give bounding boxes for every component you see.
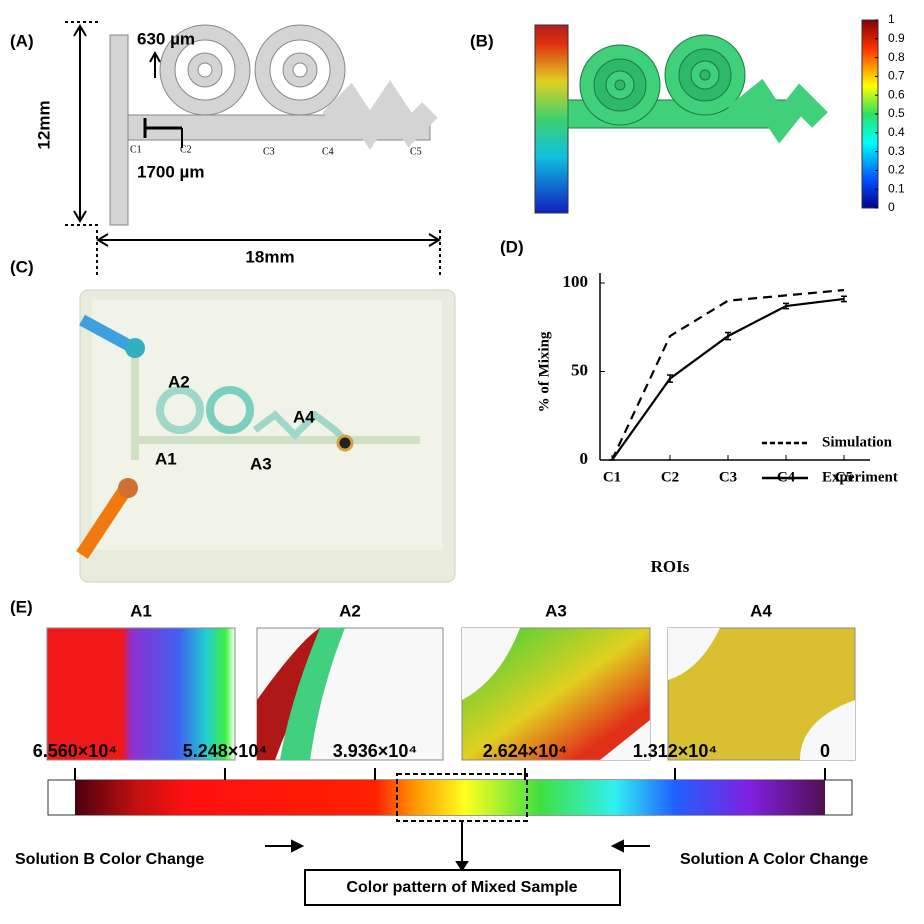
note-box	[304, 869, 621, 906]
colorbar-tick-label: 0.2	[888, 163, 905, 177]
x-tick-label: C5	[835, 469, 853, 485]
scale-tick-label: 0	[820, 741, 830, 761]
dimension: 18mm	[245, 247, 294, 266]
colorbar-tick-label: 0.6	[888, 87, 905, 101]
roi-label: C1	[130, 144, 142, 155]
photo-label: A1	[155, 449, 177, 468]
colorbar-tick-label: 0.4	[888, 125, 905, 139]
error-bar	[783, 302, 789, 310]
roi-images	[46, 627, 856, 761]
panel-label: (A)	[10, 31, 34, 50]
colorbar-tick-label: 0.9	[888, 31, 905, 45]
colorbar-tick-label: 0.8	[888, 50, 905, 64]
photo-label: A3	[250, 454, 272, 473]
color-scale	[75, 780, 825, 815]
arrows	[265, 821, 650, 872]
scale-tick-label: 2.624×10⁴	[483, 741, 567, 761]
dimension: 1700 µm	[137, 162, 204, 181]
error-bar	[725, 331, 731, 341]
x-tick-label: C1	[603, 469, 621, 485]
note: Solution A Color Change	[680, 851, 868, 868]
legend-label: Simulation	[822, 434, 893, 450]
series-line	[611, 288, 845, 461]
colorbar-tick-label: 0.7	[888, 69, 905, 83]
note: Solution B Color Change	[15, 851, 204, 868]
roi-title: A4	[750, 601, 772, 620]
x-tick-label: C2	[661, 469, 679, 485]
error-bar	[667, 374, 673, 383]
roi-label: C4	[322, 146, 334, 157]
roi-label: C2	[180, 144, 192, 155]
dimension: 12mm	[34, 100, 53, 149]
colorbar-tick-label: 1	[888, 12, 895, 26]
x-axis-label: ROIs	[651, 557, 690, 576]
panel-label: (D)	[500, 237, 524, 256]
panel-label: (C)	[10, 257, 34, 276]
series-line	[611, 297, 845, 461]
schematic	[109, 24, 438, 226]
colorbar-tick-label: 0.3	[888, 144, 905, 158]
colorbar-tick-label: 0.5	[888, 106, 905, 120]
device-photo	[76, 289, 456, 583]
scale-tick-label: 6.560×10⁴	[33, 741, 117, 761]
roi-label: C3	[263, 146, 275, 157]
error-bar	[841, 295, 847, 303]
colorbar-tick-label: 0	[888, 200, 895, 214]
colorbar-tick-label: 0.1	[888, 181, 905, 195]
y-axis-label: % of Mixing	[536, 331, 552, 412]
roi-label: C5	[410, 146, 422, 157]
panel-label: (B)	[470, 31, 494, 50]
panel-label: (E)	[10, 597, 33, 616]
dimension: 630 µm	[137, 29, 195, 48]
roi-title: A2	[339, 601, 361, 620]
note: Color pattern of Mixed Sample	[346, 879, 577, 896]
y-tick-label: 0	[580, 449, 589, 468]
legend-label: Experiment	[822, 469, 898, 485]
dimension-lines	[65, 21, 441, 275]
simulation-render	[534, 24, 828, 214]
roi-title: A3	[545, 601, 567, 620]
scale-tick-label: 5.248×10⁴	[183, 741, 267, 761]
y-tick-label: 50	[571, 360, 588, 379]
photo-label: A4	[293, 407, 315, 426]
x-tick-label: C3	[719, 469, 737, 485]
roi-title: A1	[130, 601, 152, 620]
scale-tick-label: 3.936×10⁴	[333, 741, 417, 761]
scale-tick-label: 1.312×10⁴	[633, 741, 717, 761]
y-tick-label: 100	[563, 272, 589, 291]
photo-label: A2	[168, 372, 190, 391]
